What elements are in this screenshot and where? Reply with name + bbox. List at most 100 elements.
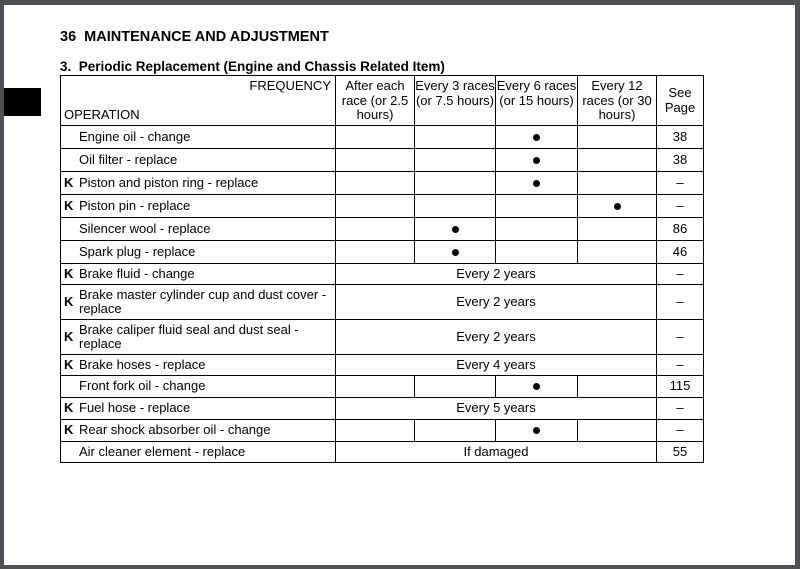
table-row: K Piston and piston ring - replace –: [60, 171, 704, 195]
frequency-cell: [335, 171, 415, 195]
table-row: Silencer wool - replace 86: [60, 217, 704, 241]
table-row: Engine oil - change 38: [60, 125, 704, 149]
table-row: K Brake master cylinder cup and dust cove…: [60, 284, 704, 320]
operation-cell: K Fuel hose - replace: [60, 397, 336, 420]
document-page: 36 MAINTENANCE AND ADJUSTMENT 3. Periodi…: [4, 5, 795, 565]
operation-text: Brake master cylinder cup and dust cover…: [79, 286, 327, 316]
frequency-cell: [577, 240, 657, 264]
operation-cell: K Brake master cylinder cup and dust cove…: [60, 284, 336, 320]
section-title: 3. Periodic Replacement (Engine and Chas…: [60, 59, 445, 74]
frequency-cell: [577, 375, 657, 398]
frequency-cell: [414, 148, 496, 172]
column-header: Every 3 races (or 7.5 hours): [414, 75, 496, 126]
k-marker: K: [64, 265, 74, 281]
k-marker: K: [64, 197, 74, 213]
frequency-cell: [495, 194, 578, 218]
frequency-cell: [335, 217, 415, 241]
table-row: K Fuel hose - replace Every 5 years –: [60, 397, 704, 420]
operation-text: Brake caliper fluid seal and dust seal -…: [79, 321, 299, 351]
k-marker: K: [64, 293, 74, 309]
frequency-cell: [414, 194, 496, 218]
table-row: Front fork oil - change 115: [60, 375, 704, 398]
frequency-cell: [414, 125, 496, 149]
operation-label: OPERATION: [64, 106, 140, 122]
bullet-icon: [451, 225, 459, 233]
bullet-icon: [533, 383, 540, 391]
table-row: K Piston pin - replace –: [60, 194, 704, 218]
bullet-icon: [613, 202, 621, 210]
frequency-cell: [414, 419, 496, 442]
operation-text: Engine oil - change: [79, 128, 191, 144]
see-page-cell: –: [656, 194, 704, 218]
frequency-cell: [495, 240, 578, 264]
column-header: Every 12 races (or 30 hours): [577, 75, 657, 126]
table-row: K Rear shock absorber oil - change –: [60, 419, 704, 442]
frequency-cell: [335, 375, 415, 398]
frequency-cell: [577, 125, 657, 149]
frequency-cell: [495, 375, 578, 398]
see-page-cell: –: [656, 419, 704, 442]
see-page-cell: –: [656, 263, 704, 285]
header-operation-cell: FREQUENCY OPERATION: [60, 75, 336, 126]
operation-text: Spark plug - replace: [79, 243, 196, 259]
operation-text: Piston pin - replace: [79, 197, 191, 213]
see-page-cell: 38: [656, 148, 704, 172]
see-page-cell: –: [656, 397, 704, 420]
table-row: K Brake hoses - replace Every 4 years –: [60, 354, 704, 376]
operation-cell: K Piston and piston ring - replace: [60, 171, 336, 195]
interval-cell: Every 2 years: [335, 263, 657, 285]
see-page-cell: –: [656, 319, 704, 355]
frequency-label: FREQUENCY: [249, 78, 331, 93]
operation-cell: Silencer wool - replace: [60, 217, 336, 241]
operation-cell: Oil filter - replace: [60, 148, 336, 172]
table-row: Oil filter - replace 38: [60, 148, 704, 172]
bullet-icon: [533, 179, 540, 187]
frequency-cell: [495, 217, 578, 241]
frequency-cell: [335, 240, 415, 264]
frequency-cell: [495, 419, 578, 442]
interval-cell: Every 4 years: [335, 354, 657, 376]
k-marker: K: [64, 328, 74, 344]
page-header: 36 MAINTENANCE AND ADJUSTMENT: [60, 29, 329, 45]
operation-text: Oil filter - replace: [79, 151, 178, 167]
see-page-cell: 86: [656, 217, 704, 241]
frequency-cell: [414, 375, 496, 398]
operation-cell: Air cleaner element - replace: [60, 441, 336, 463]
frequency-cell: [577, 194, 657, 218]
interval-cell: Every 2 years: [335, 319, 657, 355]
operation-cell: Spark plug - replace: [60, 240, 336, 264]
interval-cell: Every 2 years: [335, 284, 657, 320]
operation-text: Front fork oil - change: [79, 378, 206, 394]
interval-cell: If damaged: [335, 441, 657, 463]
operation-text: Brake hoses - replace: [79, 356, 206, 372]
frequency-cell: [414, 217, 496, 241]
bullet-icon: [533, 156, 540, 164]
operation-cell: K Piston pin - replace: [60, 194, 336, 218]
bullet-icon: [533, 427, 540, 435]
table-row: K Brake caliper fluid seal and dust seal …: [60, 319, 704, 355]
see-page-cell: –: [656, 171, 704, 195]
table-row: Air cleaner element - replace If damaged 5…: [60, 441, 704, 463]
column-header: See Page: [656, 75, 704, 126]
bullet-icon: [533, 133, 540, 141]
operation-text: Air cleaner element - replace: [79, 443, 246, 459]
table-row: Spark plug - replace 46: [60, 240, 704, 264]
operation-cell: Front fork oil - change: [60, 375, 336, 398]
frequency-cell: [335, 148, 415, 172]
frequency-cell: [335, 125, 415, 149]
see-page-cell: 115: [656, 375, 704, 398]
operation-cell: K Rear shock absorber oil - change: [60, 419, 336, 442]
operation-cell: Engine oil - change: [60, 125, 336, 149]
frequency-cell: [495, 171, 578, 195]
interval-cell: Every 5 years: [335, 397, 657, 420]
frequency-cell: [414, 171, 496, 195]
bullet-icon: [451, 248, 459, 256]
see-page-cell: 55: [656, 441, 704, 463]
see-page-cell: –: [656, 354, 704, 376]
frequency-cell: [577, 148, 657, 172]
see-page-cell: –: [656, 284, 704, 320]
operation-text: Silencer wool - replace: [79, 220, 211, 236]
column-header: Every 6 races (or 15 hours): [495, 75, 578, 126]
see-page-cell: 46: [656, 240, 704, 264]
operation-text: Rear shock absorber oil - change: [79, 422, 271, 438]
